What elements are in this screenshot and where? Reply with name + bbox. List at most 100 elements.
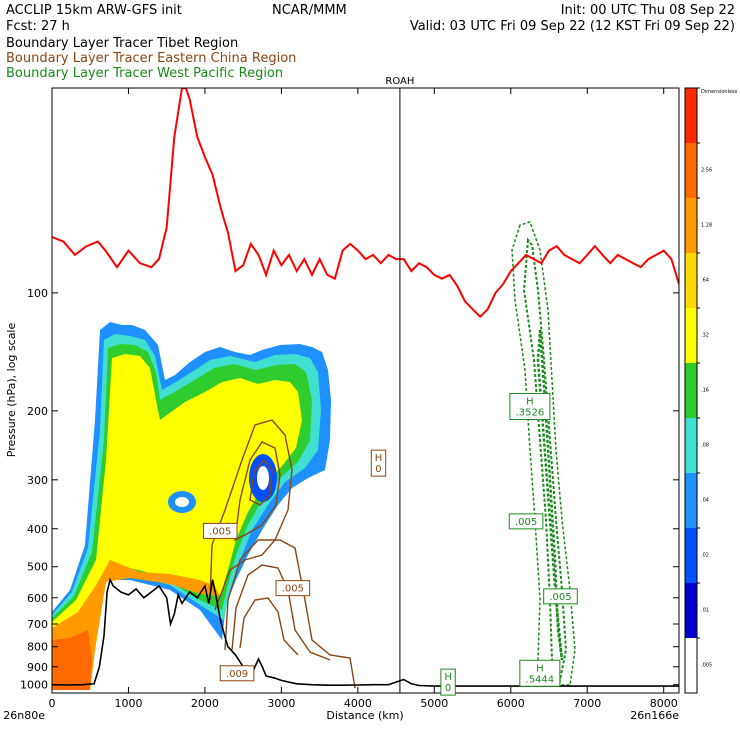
colorbar-segment (685, 88, 697, 143)
tropopause-line (52, 88, 679, 319)
x-tick-label: 6000 (497, 697, 525, 710)
shade-core-white (257, 466, 269, 490)
x-axis-title: Distance (km) (326, 709, 403, 722)
contour-label-text: .009 (226, 669, 248, 680)
contour-label-text: .005 (549, 592, 571, 603)
colorbar-label: .01 (701, 608, 709, 614)
y-axis-title: Pressure (hPa), log scale (5, 323, 18, 458)
x-tick-label: 0 (49, 697, 56, 710)
terrain-line (52, 577, 679, 687)
contour-label-frame (509, 393, 551, 421)
contour-label-frame (275, 580, 311, 597)
colorbar-label: .16 (701, 388, 709, 394)
shade-hole-white (175, 497, 189, 507)
header-forecast-hour: Fcst: 27 h (6, 19, 70, 34)
terrain-layer (52, 577, 679, 687)
colorbar-label: .04 (701, 498, 709, 504)
contour-label-text: .3526 (516, 408, 545, 419)
contour-label-frame (370, 449, 387, 477)
contour-label-frame (202, 522, 238, 539)
east-china-contour-mid (231, 564, 331, 661)
colorbar-label: .005 (701, 663, 712, 669)
x-tick-label: 7000 (573, 697, 601, 710)
contour-label-frame (219, 665, 255, 682)
header-model-title: ACCLIP 15km ARW-GFS init (6, 3, 182, 18)
contour-label-box: H.5444 (519, 659, 561, 687)
contour-label-box: .009 (219, 665, 255, 682)
y-tick-label: 600 (27, 592, 48, 605)
marker-layer: ROAH (385, 76, 414, 693)
contour-label-text: .005 (515, 517, 537, 528)
plot-frame (51, 87, 680, 694)
colorbar-segment (685, 473, 697, 528)
contour-label-box: H0 (440, 668, 456, 696)
y-tick-label: 800 (27, 641, 48, 654)
colorbar-segment (685, 143, 697, 198)
colorbar-frame (684, 87, 698, 694)
contour-label-frame (508, 513, 544, 530)
tibet-tracer-shading (52, 322, 331, 690)
colorbar-label: Dimensionless (701, 89, 738, 95)
y-tick-label: 300 (27, 474, 48, 487)
y-tick-label: 100 (27, 287, 48, 300)
colorbar-label: 1.28 (701, 223, 712, 229)
y-tick-label: 200 (27, 405, 48, 418)
contour-label-frame (440, 668, 456, 696)
colorbar: Dimensionless 2.56 1.28 .64 .32 .16 .08 .04 .02.… (684, 87, 738, 694)
east-china-contour-core (249, 458, 273, 506)
contour-label-box: .005 (508, 513, 544, 530)
colorbar-label: 2.56 (701, 168, 712, 174)
contour-label-text: H (444, 672, 452, 683)
colorbar-segment (685, 253, 697, 308)
x-tick-label: 8000 (650, 697, 678, 710)
contour-label-text: 0 (445, 683, 451, 694)
y-tick-label: 1000 (20, 679, 48, 692)
colorbar-segment (685, 308, 697, 363)
legend-entry-eastern-china: Boundary Layer Tracer Eastern China Regi… (6, 51, 296, 66)
legend-entry-tibet: Boundary Layer Tracer Tibet Region (6, 36, 238, 51)
axes-layer: 0 1000 2000 3000 4000 5000 6000 7000 80001002003… (20, 88, 679, 710)
colorbar-segment (685, 363, 697, 418)
contour-label-frame (543, 588, 578, 605)
contour-label-text: H (526, 397, 534, 408)
colorbar-label: .02 (701, 553, 709, 559)
x-tick-label: 3000 (267, 697, 295, 710)
east-china-contour-upper-inner (234, 441, 281, 542)
end-point-label: 26n166e (630, 709, 679, 722)
west-pacific-contours (511, 221, 576, 686)
contour-label-box: H0 (370, 449, 387, 477)
colorbar-segment (685, 583, 697, 638)
contour-label-box: H.3526 (509, 393, 551, 421)
shade-level-dark-orange (52, 630, 92, 690)
colorbar-label: .32 (701, 333, 709, 339)
start-point-label: 26n80e (3, 709, 45, 722)
contour-label-box: .005 (202, 522, 238, 539)
colorbar-segment (685, 418, 697, 473)
y-tick-label: 500 (27, 561, 48, 574)
east-china-contour-outer (224, 539, 356, 689)
y-tick-label: 700 (27, 618, 48, 631)
west-pacific-contour-inner (536, 329, 564, 661)
contour-label-text: .005 (209, 526, 231, 537)
east-china-contour-inner (239, 597, 299, 656)
contour-label-text: H (536, 663, 544, 674)
x-tick-label: 5000 (420, 697, 448, 710)
x-tick-label: 1000 (114, 697, 142, 710)
contour-label-text: 0 (375, 464, 381, 475)
contour-label-text: .5444 (526, 674, 555, 685)
contour-label-box: .005 (275, 580, 311, 597)
x-tick-label: 4000 (344, 697, 372, 710)
contour-label-box: .005 (543, 588, 578, 605)
colorbar-segment (685, 198, 697, 253)
header-init-time: Init: 00 UTC Thu 08 Sep 22 (561, 3, 735, 18)
y-tick-label: 900 (27, 661, 48, 674)
contour-label-frame (519, 659, 561, 687)
contour-label-text: H (375, 453, 383, 464)
eastern-china-contours (209, 419, 356, 689)
y-tick-label: 400 (27, 523, 48, 536)
header-organization: NCAR/MMM (272, 3, 347, 18)
contour-label-text: .005 (282, 584, 304, 595)
plot-area (52, 88, 679, 690)
colorbar-label: .64 (701, 278, 709, 284)
